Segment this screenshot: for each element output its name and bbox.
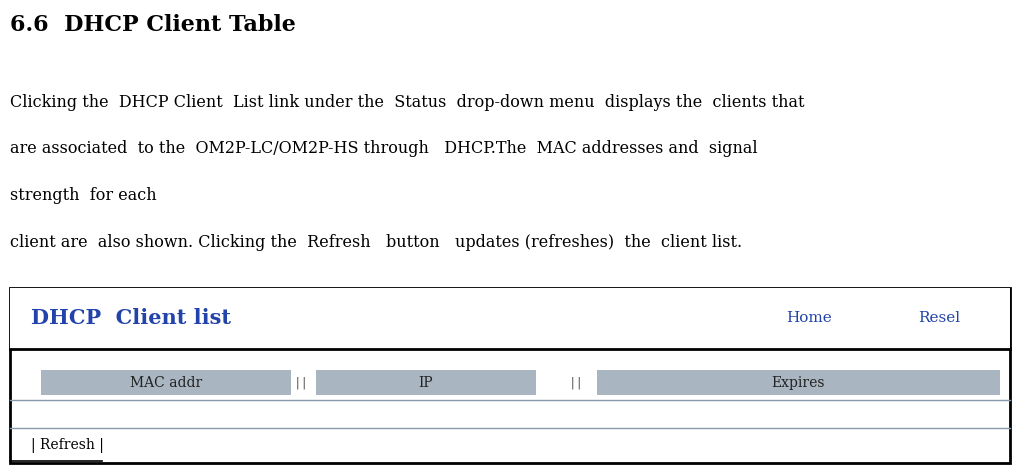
Bar: [10, 288, 1011, 349]
Text: ||: ||: [569, 376, 584, 389]
Bar: [316, 370, 536, 395]
Text: DHCP  Client list: DHCP Client list: [31, 308, 231, 328]
Text: ||: ||: [294, 376, 308, 389]
Text: Expires: Expires: [771, 376, 826, 389]
Bar: [10, 288, 1011, 463]
Text: client are  also shown. Clicking the  Refresh   button   updates (refreshes)  th: client are also shown. Clicking the Refr…: [10, 234, 743, 251]
Text: Home: Home: [786, 311, 832, 325]
Bar: [41, 370, 291, 395]
Text: MAC addr: MAC addr: [129, 376, 202, 389]
Bar: [597, 370, 1000, 395]
Text: IP: IP: [419, 376, 433, 389]
Text: are associated  to the  OM2P-LC/OM2P-HS through   DHCP.The  MAC addresses and  s: are associated to the OM2P-LC/OM2P-HS th…: [10, 140, 758, 157]
Text: strength  for each: strength for each: [10, 187, 157, 204]
Text: Resel: Resel: [918, 311, 960, 325]
Text: Clicking the  DHCP Client  List link under the  Status  drop-down menu  displays: Clicking the DHCP Client List link under…: [10, 94, 805, 110]
Text: 6.6  DHCP Client Table: 6.6 DHCP Client Table: [10, 14, 296, 36]
Text: | Refresh |: | Refresh |: [31, 438, 104, 453]
